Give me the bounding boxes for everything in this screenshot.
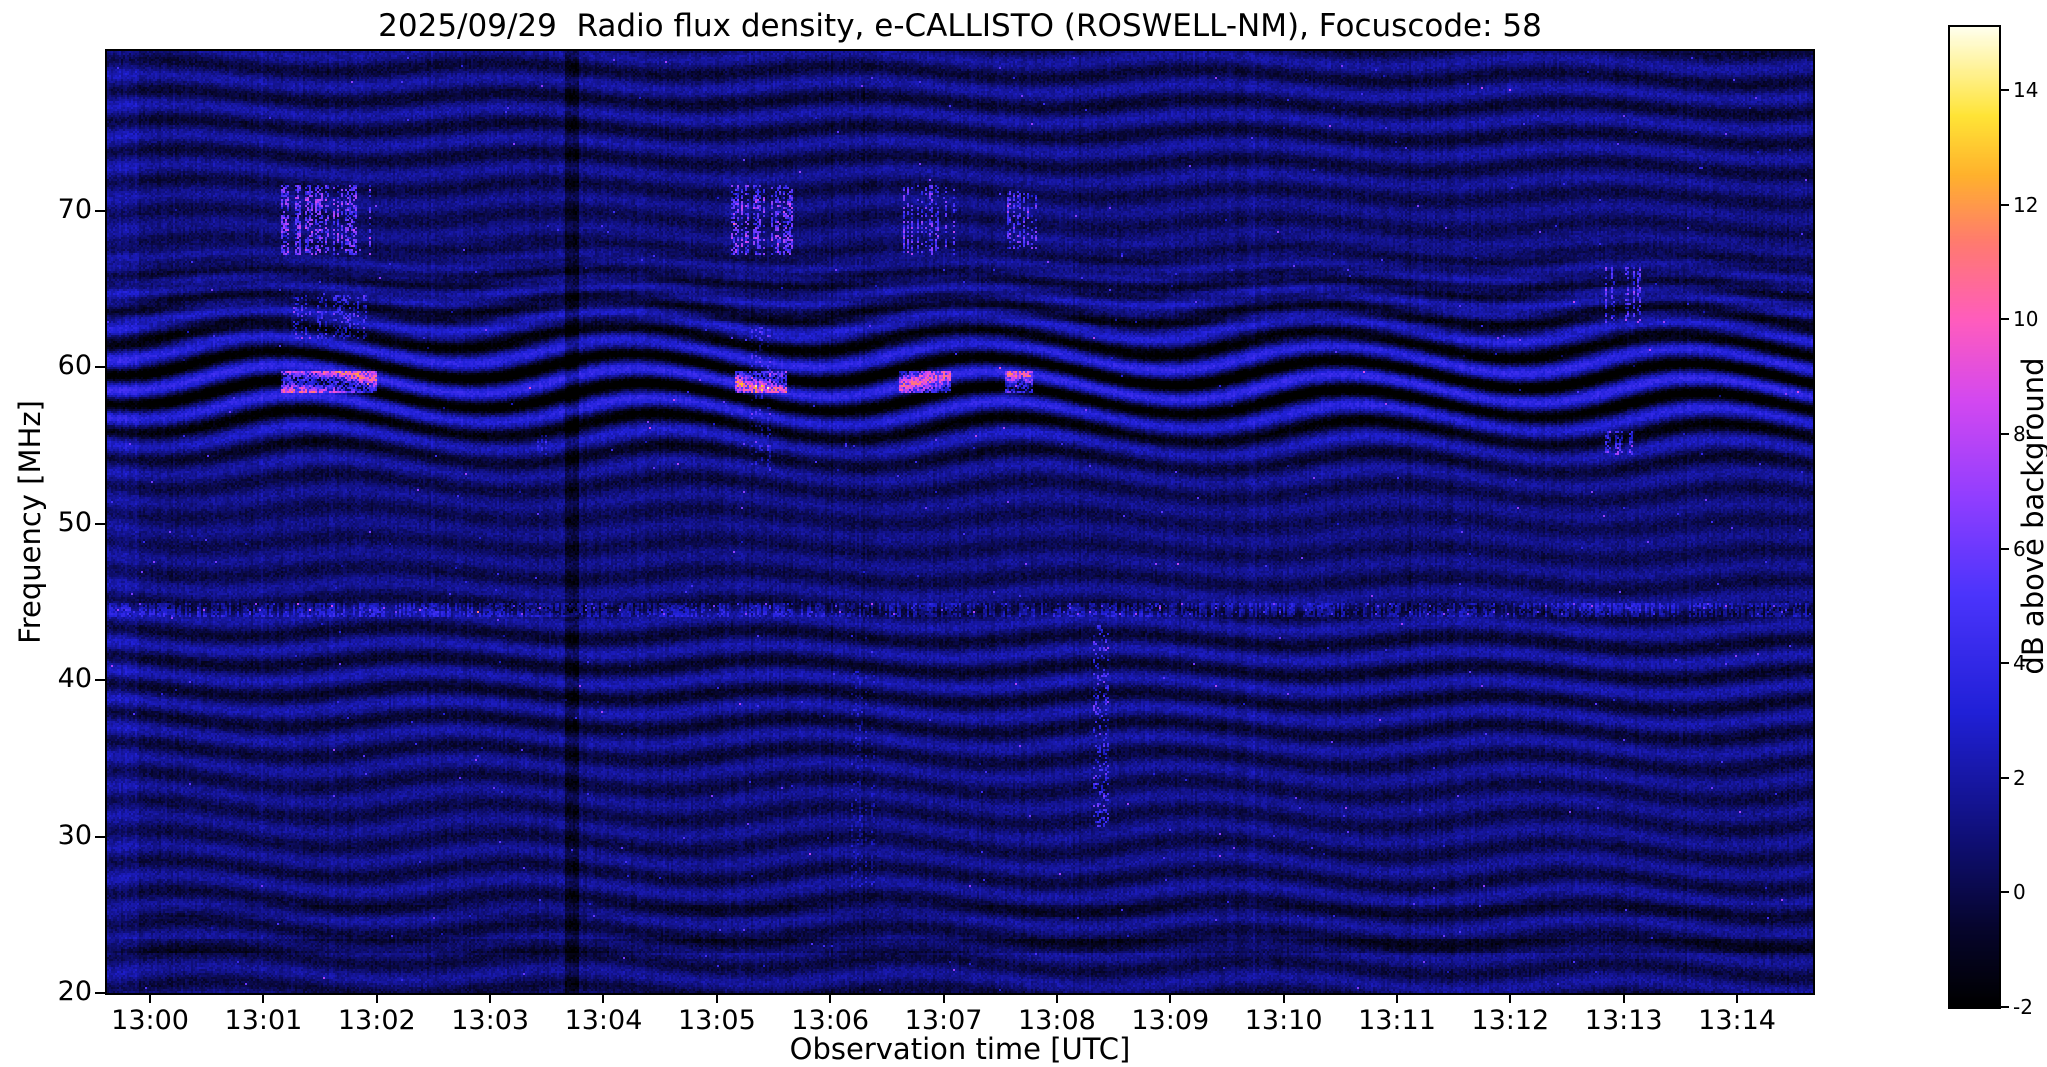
colorbar-tick-label: 8 [2013,421,2026,446]
x-tick-mark [1509,993,1512,1003]
x-axis-label: Observation time [UTC] [789,1032,1131,1066]
x-tick-label: 13:10 [1244,1005,1323,1036]
x-tick-label: 13:14 [1698,1005,1776,1036]
colorbar-tick-mark [2001,891,2009,894]
y-tick-mark [95,835,105,838]
x-tick-label: 13:11 [1358,1005,1436,1036]
colorbar-tick-label: 0 [2013,880,2026,905]
chart-title: 2025/09/29 Radio flux density, e-CALLIST… [378,8,1542,44]
y-tick-mark [95,992,105,994]
colorbar-tick-mark [2001,547,2009,550]
colorbar-tick-mark [2001,1006,2009,1008]
colorbar-frame [1948,25,2001,1009]
colorbar-tick-label: 10 [2013,307,2039,332]
spectrogram-canvas [107,51,1813,993]
x-tick-label: 13:04 [564,1005,643,1036]
x-tick-mark [1055,993,1058,1003]
x-tick-label: 13:02 [337,1005,416,1036]
y-tick-mark [95,522,105,525]
x-tick-mark [489,993,492,1003]
colorbar-tick-label: 4 [2013,651,2026,676]
y-tick-label: 60 [57,350,92,382]
x-tick-mark [1282,993,1285,1003]
colorbar-tick-label: 2 [2013,765,2026,790]
colorbar-tick-mark [2001,432,2009,435]
colorbar-tick-label: 6 [2013,536,2026,561]
x-tick-mark [942,993,945,1003]
y-tick-label: 70 [57,193,92,225]
x-tick-label: 13:00 [111,1005,189,1036]
plot-frame [105,49,1815,995]
x-tick-label: 13:06 [791,1005,870,1036]
x-tick-label: 13:01 [224,1005,303,1036]
x-tick-mark [829,993,832,1003]
y-tick-mark [95,366,105,369]
x-tick-mark [149,993,152,1003]
x-tick-mark [1736,993,1739,1003]
x-tick-label: 13:03 [451,1005,530,1036]
x-tick-label: 13:13 [1584,1005,1663,1036]
x-tick-mark [1622,993,1625,1003]
y-tick-mark [95,679,105,682]
colorbar-tick-label: -2 [2013,995,2033,1019]
colorbar-tick-mark [2001,776,2009,779]
y-tick-label: 20 [57,976,92,1007]
x-tick-label: 13:08 [1018,1005,1096,1036]
x-tick-mark [1169,993,1172,1003]
colorbar-tick-mark [2001,318,2009,321]
x-tick-mark [715,993,718,1003]
x-tick-mark [262,993,265,1003]
colorbar-tick-mark [2001,89,2009,92]
y-tick-mark [95,209,105,212]
x-tick-mark [375,993,378,1003]
y-tick-label: 30 [57,819,92,851]
x-tick-mark [1395,993,1398,1003]
colorbar-tick-mark [2001,203,2009,206]
x-tick-label: 13:09 [1131,1005,1210,1036]
colorbar-tick-label: 14 [2013,78,2039,103]
y-tick-label: 50 [57,506,92,538]
x-tick-label: 13:07 [904,1005,983,1036]
colorbar-tick-label: 12 [2013,192,2039,217]
x-tick-label: 13:12 [1471,1005,1550,1036]
y-tick-label: 40 [57,663,92,695]
colorbar-tick-mark [2001,662,2009,665]
colorbar-label: dB above background [2016,357,2047,675]
x-tick-mark [602,993,605,1003]
x-tick-label: 13:05 [677,1005,756,1036]
colorbar-canvas [1950,27,1999,1007]
